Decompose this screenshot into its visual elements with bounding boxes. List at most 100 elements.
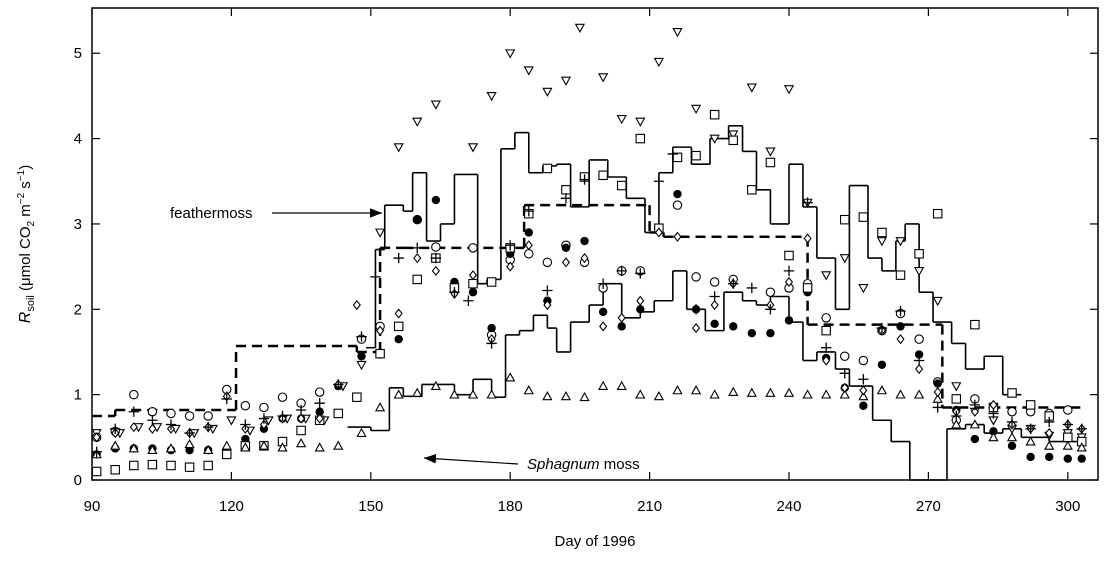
data-point [654,227,663,238]
data-point [166,460,176,471]
data-point [747,185,757,195]
data-point [784,276,794,288]
data-point [374,228,386,238]
data-point [393,143,404,153]
data-point [184,462,195,472]
data-point [543,299,552,311]
data-point [635,117,646,127]
data-point [222,449,232,460]
data-point [376,325,385,336]
data-point [128,443,139,453]
data-point [333,408,344,419]
data-point [599,321,608,332]
data-point [989,427,998,436]
data-point [803,233,812,244]
data-point [184,427,195,439]
data-point [691,272,701,282]
data-point [430,380,441,391]
data-point [932,208,943,219]
data-point [1025,436,1036,446]
data-point [598,170,608,181]
data-point [783,265,795,277]
data-point [915,363,924,375]
data-point [821,271,832,281]
data-point [92,432,101,443]
data-point [413,215,422,224]
data-point [506,261,515,272]
data-point [690,304,702,315]
data-point [876,237,888,247]
data-point [412,387,423,397]
data-point [970,434,980,444]
data-point [710,299,719,311]
y-label-part: 2 [26,220,37,226]
data-point [913,389,925,399]
data-point [877,227,887,238]
data-point [914,350,924,359]
y-tick-label: 2 [74,301,82,318]
data-point [728,386,739,396]
data-point [709,277,720,287]
data-point [203,444,214,455]
data-point [505,372,516,382]
y-tick-label: 4 [74,131,82,148]
data-point [352,299,361,311]
data-point [728,135,738,146]
data-point [653,57,665,68]
data-point [1062,419,1073,430]
data-point [802,389,813,399]
data-point [876,322,888,334]
data-point [783,387,795,397]
data-point [523,205,534,217]
data-point [747,328,757,338]
data-point [129,389,139,400]
data-point [561,243,571,253]
data-point [580,253,589,264]
data-point [616,115,627,125]
data-point [710,319,719,329]
data-point [895,389,906,399]
data-point [635,268,646,279]
y-label-part: s [17,181,34,193]
data-point [635,389,646,399]
data-point [129,422,138,433]
data-point [913,266,925,277]
data-point [895,305,906,317]
data-point [221,440,232,450]
data-point [988,408,999,419]
data-point [1076,423,1087,434]
data-point [413,253,422,264]
x-tick-label: 150 [358,498,383,515]
data-point [784,250,794,261]
y-tick-label: 5 [74,45,82,62]
data-point [561,257,571,268]
data-point [969,419,980,429]
data-point [463,295,474,306]
y-tick-label: 3 [74,216,82,233]
data-point [709,291,720,302]
data-point [858,374,869,385]
data-point [913,355,925,366]
data-point [1025,400,1036,410]
data-point [375,348,385,359]
annotation: Sphagnum moss [527,456,640,473]
y-axis-label: Rsoil (μmol CO2 m−2 s−1) [16,165,37,323]
data-point [1077,454,1086,463]
data-point [314,387,325,397]
data-point [128,406,140,417]
data-point [914,249,924,259]
data-point [374,402,386,412]
data-point [821,325,831,336]
data-point [933,379,942,388]
data-point [523,385,534,395]
data-point [673,189,682,199]
data-point [315,413,324,424]
data-point [394,334,403,344]
data-point [840,351,850,361]
data-point [1045,452,1054,462]
data-point [672,200,683,210]
data-point [690,385,702,395]
data-point [165,419,177,430]
data-point [296,425,306,436]
data-point [932,296,943,307]
